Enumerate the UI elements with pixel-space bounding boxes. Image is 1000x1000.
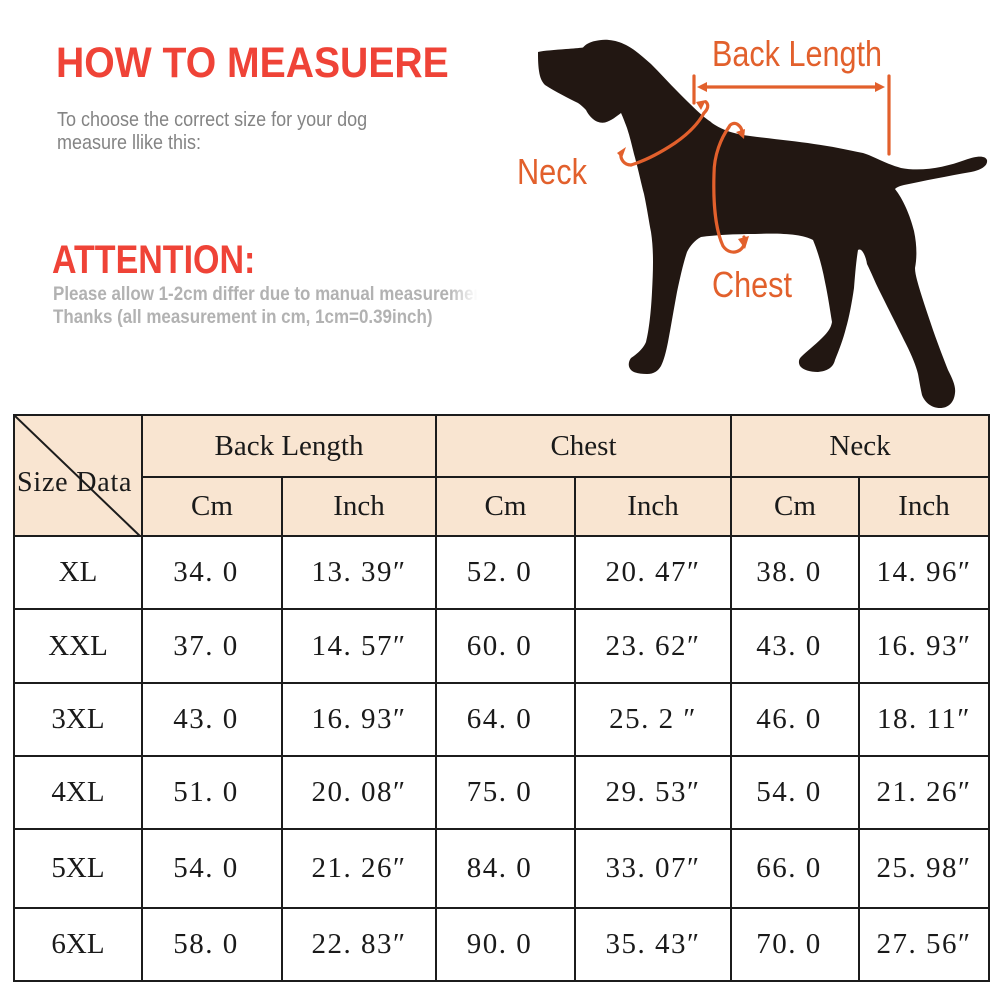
svg-text:Chest: Chest [712, 264, 792, 305]
svg-text:Back Length: Back Length [712, 33, 882, 74]
svg-text:Neck: Neck [517, 151, 588, 192]
